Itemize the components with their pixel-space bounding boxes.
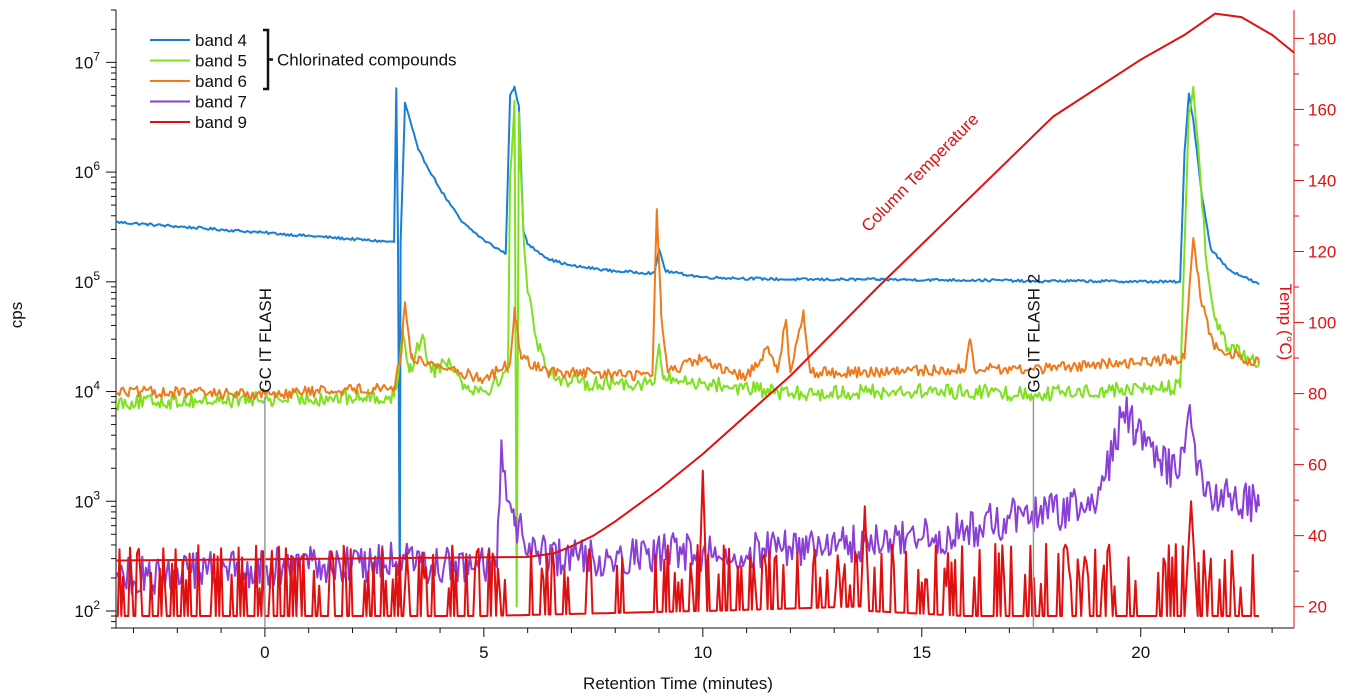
y2-tick-label: 40 [1308,527,1327,546]
chart-axis-titles: Retention Time (minutes) cps Temp (°C) [7,284,1295,693]
series-line-band-9 [116,469,1260,617]
y-tick-label: 103 [74,488,100,511]
series-line-band-5 [116,85,1260,608]
x-tick-label: 10 [693,643,712,662]
legend-label: band 5 [195,52,247,71]
gc-it-flash-label: GC IT FLASH [256,288,275,393]
series-line-band-7 [116,396,1260,596]
x-tick-label: 5 [479,643,488,662]
legend-label: band 7 [195,93,247,112]
x-tick-label: 15 [912,643,931,662]
temperature-line [116,12,1294,562]
y2-tick-label: 140 [1308,171,1336,190]
y-tick-label: 102 [74,598,100,621]
x-tick-label: 0 [260,643,269,662]
legend-bracket [263,28,273,91]
legend-label: band 6 [195,72,247,91]
chart-series [116,12,1294,617]
chart-axes: 0 5 10 15 20 102 103 104 105 106 107 20 40 60 80 100 120… [74,9,1336,662]
y2-tick-label: 160 [1308,100,1336,119]
y2-tick-label: 20 [1308,598,1327,617]
x-tick-label: 20 [1131,643,1150,662]
y2-tick-label: 100 [1308,314,1336,333]
series-line-band-4 [116,85,1260,608]
y-tick-label: 104 [74,379,100,402]
y2-axis-title: Temp (°C) [1276,284,1295,361]
legend-label: band 4 [195,31,247,50]
y-tick-label: 107 [74,49,100,72]
y2-tick-label: 120 [1308,243,1336,262]
y-tick-label: 105 [74,269,100,292]
gc-it-flash-2-label: GC IT FLASH 2 [1024,274,1043,393]
y2-tick-label: 80 [1308,385,1327,404]
x-axis-title: Retention Time (minutes) [583,674,773,693]
y2-tick-label: 180 [1308,29,1336,48]
y2-tick-label: 60 [1308,456,1327,475]
y-axis-title: cps [7,302,26,328]
y-tick-label: 106 [74,159,100,182]
column-temperature-label: Column Temperature [858,110,983,236]
legend-label: band 9 [195,113,247,132]
chlorinated-compounds-label: Chlorinated compounds [277,51,457,70]
series-line-band-6 [116,208,1260,401]
